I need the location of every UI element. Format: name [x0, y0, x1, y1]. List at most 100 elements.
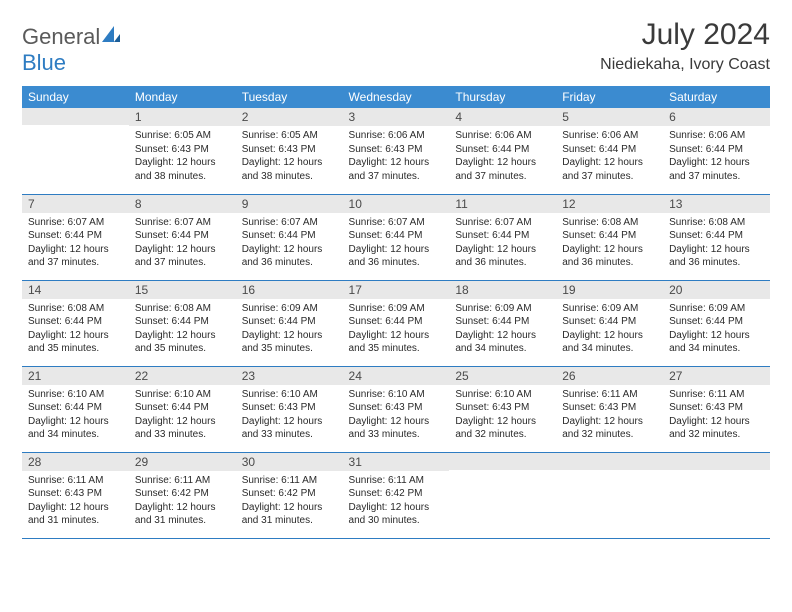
day-number: 4 [449, 108, 556, 126]
calendar-week-row: 28Sunrise: 6:11 AMSunset: 6:43 PMDayligh… [22, 452, 770, 538]
day-content: Sunrise: 6:10 AMSunset: 6:44 PMDaylight:… [22, 385, 129, 446]
month-title: July 2024 [600, 18, 770, 52]
day-number: 21 [22, 367, 129, 385]
sail-icon [100, 24, 122, 50]
calendar-cell: 29Sunrise: 6:11 AMSunset: 6:42 PMDayligh… [129, 452, 236, 538]
day-number: 18 [449, 281, 556, 299]
day-content: Sunrise: 6:05 AMSunset: 6:43 PMDaylight:… [236, 126, 343, 187]
day-content: Sunrise: 6:06 AMSunset: 6:44 PMDaylight:… [663, 126, 770, 187]
day-number: 3 [343, 108, 450, 126]
day-number: 8 [129, 195, 236, 213]
calendar-cell: 27Sunrise: 6:11 AMSunset: 6:43 PMDayligh… [663, 366, 770, 452]
day-content: Sunrise: 6:09 AMSunset: 6:44 PMDaylight:… [343, 299, 450, 360]
day-content: Sunrise: 6:07 AMSunset: 6:44 PMDaylight:… [236, 213, 343, 274]
day-content: Sunrise: 6:09 AMSunset: 6:44 PMDaylight:… [663, 299, 770, 360]
calendar-cell: 6Sunrise: 6:06 AMSunset: 6:44 PMDaylight… [663, 108, 770, 194]
day-content: Sunrise: 6:05 AMSunset: 6:43 PMDaylight:… [129, 126, 236, 187]
day-number: 1 [129, 108, 236, 126]
day-number [449, 453, 556, 470]
day-number: 13 [663, 195, 770, 213]
calendar-cell: 24Sunrise: 6:10 AMSunset: 6:43 PMDayligh… [343, 366, 450, 452]
day-number [663, 453, 770, 470]
day-content: Sunrise: 6:08 AMSunset: 6:44 PMDaylight:… [22, 299, 129, 360]
day-content: Sunrise: 6:06 AMSunset: 6:43 PMDaylight:… [343, 126, 450, 187]
day-content: Sunrise: 6:11 AMSunset: 6:43 PMDaylight:… [22, 471, 129, 532]
calendar-week-row: 7Sunrise: 6:07 AMSunset: 6:44 PMDaylight… [22, 194, 770, 280]
calendar-cell [663, 452, 770, 538]
calendar-cell: 21Sunrise: 6:10 AMSunset: 6:44 PMDayligh… [22, 366, 129, 452]
day-number: 29 [129, 453, 236, 471]
logo-word-blue: Blue [22, 50, 66, 75]
calendar-cell [449, 452, 556, 538]
calendar-cell: 19Sunrise: 6:09 AMSunset: 6:44 PMDayligh… [556, 280, 663, 366]
calendar-cell: 8Sunrise: 6:07 AMSunset: 6:44 PMDaylight… [129, 194, 236, 280]
day-content: Sunrise: 6:11 AMSunset: 6:43 PMDaylight:… [663, 385, 770, 446]
day-content: Sunrise: 6:11 AMSunset: 6:42 PMDaylight:… [129, 471, 236, 532]
weekday-header: Saturday [663, 86, 770, 108]
day-content: Sunrise: 6:08 AMSunset: 6:44 PMDaylight:… [129, 299, 236, 360]
day-number: 25 [449, 367, 556, 385]
calendar-cell: 9Sunrise: 6:07 AMSunset: 6:44 PMDaylight… [236, 194, 343, 280]
day-content: Sunrise: 6:10 AMSunset: 6:43 PMDaylight:… [236, 385, 343, 446]
day-content: Sunrise: 6:08 AMSunset: 6:44 PMDaylight:… [663, 213, 770, 274]
calendar-cell: 17Sunrise: 6:09 AMSunset: 6:44 PMDayligh… [343, 280, 450, 366]
day-number: 30 [236, 453, 343, 471]
day-number: 5 [556, 108, 663, 126]
day-number: 10 [343, 195, 450, 213]
title-block: July 2024 Niediekaha, Ivory Coast [600, 18, 770, 74]
day-number: 17 [343, 281, 450, 299]
day-number: 12 [556, 195, 663, 213]
weekday-header: Friday [556, 86, 663, 108]
calendar-cell: 3Sunrise: 6:06 AMSunset: 6:43 PMDaylight… [343, 108, 450, 194]
weekday-header-row: SundayMondayTuesdayWednesdayThursdayFrid… [22, 86, 770, 108]
day-number: 26 [556, 367, 663, 385]
day-number: 23 [236, 367, 343, 385]
day-content: Sunrise: 6:10 AMSunset: 6:44 PMDaylight:… [129, 385, 236, 446]
day-content: Sunrise: 6:09 AMSunset: 6:44 PMDaylight:… [236, 299, 343, 360]
weekday-header: Tuesday [236, 86, 343, 108]
day-number: 22 [129, 367, 236, 385]
logo: GeneralBlue [22, 24, 122, 76]
day-content: Sunrise: 6:11 AMSunset: 6:43 PMDaylight:… [556, 385, 663, 446]
day-number: 15 [129, 281, 236, 299]
day-number: 7 [22, 195, 129, 213]
weekday-header: Wednesday [343, 86, 450, 108]
calendar-cell: 23Sunrise: 6:10 AMSunset: 6:43 PMDayligh… [236, 366, 343, 452]
day-content: Sunrise: 6:10 AMSunset: 6:43 PMDaylight:… [449, 385, 556, 446]
calendar-cell: 2Sunrise: 6:05 AMSunset: 6:43 PMDaylight… [236, 108, 343, 194]
day-number: 24 [343, 367, 450, 385]
day-number: 16 [236, 281, 343, 299]
calendar-cell [22, 108, 129, 194]
day-content: Sunrise: 6:07 AMSunset: 6:44 PMDaylight:… [343, 213, 450, 274]
day-content: Sunrise: 6:06 AMSunset: 6:44 PMDaylight:… [449, 126, 556, 187]
weekday-header: Sunday [22, 86, 129, 108]
calendar-cell: 22Sunrise: 6:10 AMSunset: 6:44 PMDayligh… [129, 366, 236, 452]
calendar-cell: 18Sunrise: 6:09 AMSunset: 6:44 PMDayligh… [449, 280, 556, 366]
calendar-cell: 10Sunrise: 6:07 AMSunset: 6:44 PMDayligh… [343, 194, 450, 280]
location: Niediekaha, Ivory Coast [600, 56, 770, 74]
calendar-cell: 12Sunrise: 6:08 AMSunset: 6:44 PMDayligh… [556, 194, 663, 280]
calendar-cell: 1Sunrise: 6:05 AMSunset: 6:43 PMDaylight… [129, 108, 236, 194]
calendar-cell: 30Sunrise: 6:11 AMSunset: 6:42 PMDayligh… [236, 452, 343, 538]
day-content: Sunrise: 6:06 AMSunset: 6:44 PMDaylight:… [556, 126, 663, 187]
day-number: 20 [663, 281, 770, 299]
calendar-cell [556, 452, 663, 538]
calendar-body: 1Sunrise: 6:05 AMSunset: 6:43 PMDaylight… [22, 108, 770, 538]
calendar-week-row: 14Sunrise: 6:08 AMSunset: 6:44 PMDayligh… [22, 280, 770, 366]
day-content: Sunrise: 6:11 AMSunset: 6:42 PMDaylight:… [236, 471, 343, 532]
calendar-cell: 31Sunrise: 6:11 AMSunset: 6:42 PMDayligh… [343, 452, 450, 538]
day-content: Sunrise: 6:07 AMSunset: 6:44 PMDaylight:… [22, 213, 129, 274]
day-content: Sunrise: 6:09 AMSunset: 6:44 PMDaylight:… [449, 299, 556, 360]
day-content: Sunrise: 6:09 AMSunset: 6:44 PMDaylight:… [556, 299, 663, 360]
day-number [22, 108, 129, 125]
calendar-cell: 25Sunrise: 6:10 AMSunset: 6:43 PMDayligh… [449, 366, 556, 452]
day-content: Sunrise: 6:10 AMSunset: 6:43 PMDaylight:… [343, 385, 450, 446]
weekday-header: Thursday [449, 86, 556, 108]
day-number: 31 [343, 453, 450, 471]
day-number [556, 453, 663, 470]
calendar-cell: 15Sunrise: 6:08 AMSunset: 6:44 PMDayligh… [129, 280, 236, 366]
calendar-week-row: 21Sunrise: 6:10 AMSunset: 6:44 PMDayligh… [22, 366, 770, 452]
day-number: 2 [236, 108, 343, 126]
logo-text: GeneralBlue [22, 24, 122, 76]
day-number: 19 [556, 281, 663, 299]
